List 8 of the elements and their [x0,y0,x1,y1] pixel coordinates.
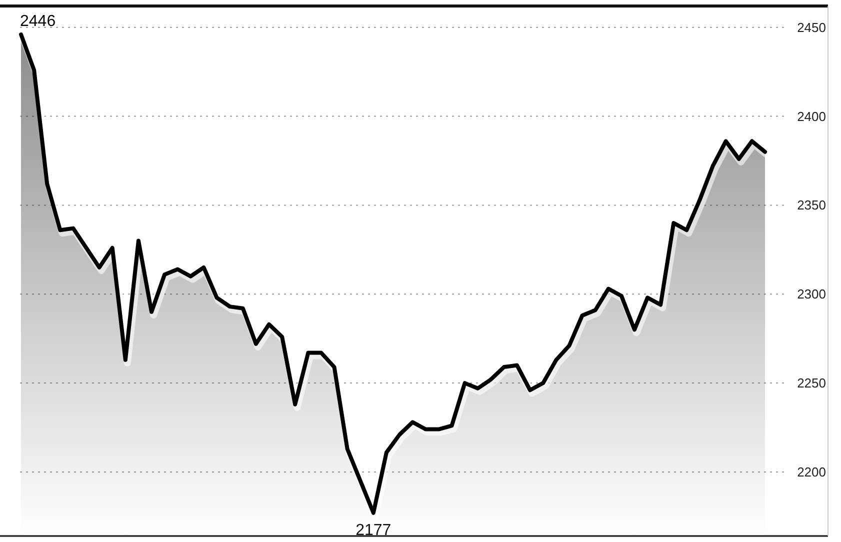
y-tick-label: 2250 [797,376,826,391]
y-tick-label: 2400 [797,108,826,124]
y-tick-label: 2300 [797,286,826,302]
annotation: 2446 [20,13,56,30]
y-tick-label: 2350 [797,198,826,213]
y-tick-label: 2200 [797,464,826,480]
y-tick-label: 2450 [797,20,826,35]
annotation: 2177 [356,522,392,539]
